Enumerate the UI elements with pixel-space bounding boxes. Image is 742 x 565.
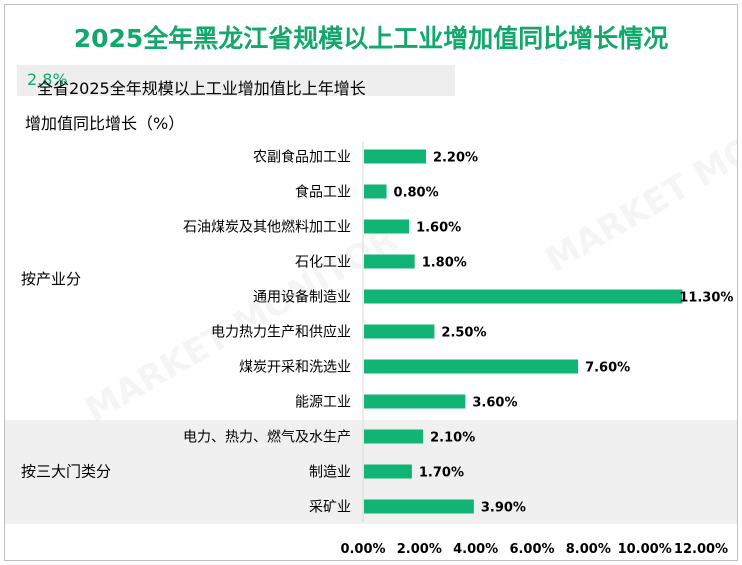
x-tick-label: 6.00% [509,542,554,557]
bar [364,149,426,164]
summary-text: 全省2025全年规模以上工业增加值比上年增长 2.8% [27,70,366,98]
chart-title: 2025全年黑龙江省规模以上工业增加值同比增长情况 [73,24,669,53]
data-label: 11.30% [679,291,733,306]
x-tick-label: 12.00% [674,542,728,557]
x-tick-label: 0.00% [340,542,385,557]
bar [364,219,410,234]
bar [364,184,387,199]
bar [364,359,579,374]
bar [364,324,435,339]
category-label: 能源工业 [295,395,351,411]
group-label-sectors: 按三大门类分 [21,463,111,481]
bar [364,394,466,409]
bar [364,429,424,444]
summary-box: 全省2025全年规模以上工业增加值比上年增长 2.8% [17,65,455,98]
summary-prefix: 全省2025全年规模以上工业增加值比上年增长 [37,79,366,98]
x-tick-label: 10.00% [618,542,672,557]
category-label: 制造业 [309,465,351,481]
category-label: 电力热力生产和供应业 [211,324,351,341]
category-label: 农副食品加工业 [253,149,351,166]
data-label: 2.20% [433,151,478,166]
bar [364,464,412,479]
bar [364,254,415,269]
data-label: 0.80% [394,186,439,201]
x-tick-label: 2.00% [397,542,442,557]
data-label: 3.60% [472,396,517,411]
category-label: 采矿业 [309,500,351,516]
data-label: 1.70% [419,466,464,481]
category-label: 通用设备制造业 [253,289,351,306]
summary-highlight: 2.8% [27,70,68,89]
x-tick-label: 4.00% [453,542,498,557]
category-label: 电力、热力、燃气及水生产 [183,429,351,446]
chart-frame: MARKET MONITOR MARKET MONITOR 2025全年黑龙江省… [4,4,738,561]
y-axis-label: 增加值同比增长（%） [25,114,185,133]
data-label: 3.90% [481,501,526,516]
data-label: 2.50% [441,326,486,341]
category-label: 食品工业 [295,184,351,201]
category-label: 煤炭开采和洗选业 [239,360,351,376]
data-label: 1.60% [416,221,461,236]
data-label: 7.60% [585,361,630,376]
x-tick-label: 8.00% [566,542,611,557]
bar-chart: 农副食品加工业 2.20% 食品工业 0.80% 石油煤炭及其他燃料加工业 1.60% 石化… [21,141,733,557]
category-label: 石化工业 [295,255,351,271]
group-label-industry: 按产业分 [21,270,81,288]
bar [364,289,683,304]
data-label: 1.80% [422,256,467,271]
category-label: 石油煤炭及其他燃料加工业 [183,219,351,236]
data-label: 2.10% [430,431,475,446]
bar [364,499,474,514]
